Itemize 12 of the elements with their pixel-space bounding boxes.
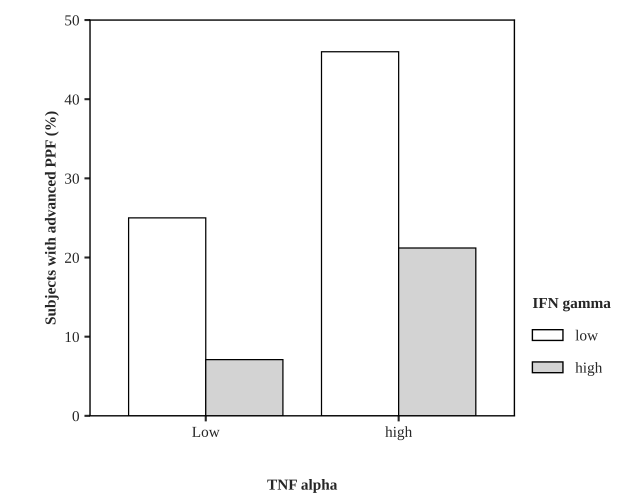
legend-label: low: [575, 330, 598, 341]
x-tick-label: Low: [192, 426, 220, 437]
y-tick-label: 20: [64, 252, 80, 263]
y-tick-label: 50: [65, 15, 80, 26]
legend-label: high: [575, 362, 602, 376]
y-tick-label: 0: [72, 410, 80, 422]
y-tick-label: 10: [66, 332, 80, 342]
y-tick-label: 40: [64, 94, 80, 105]
x-axis-title: TNF alpha: [267, 479, 338, 493]
legend-title: IFN gamma: [532, 298, 611, 312]
y-tick-label: 30: [65, 173, 80, 184]
y-axis-title: Subjects with advanced PPF (%): [44, 112, 59, 324]
